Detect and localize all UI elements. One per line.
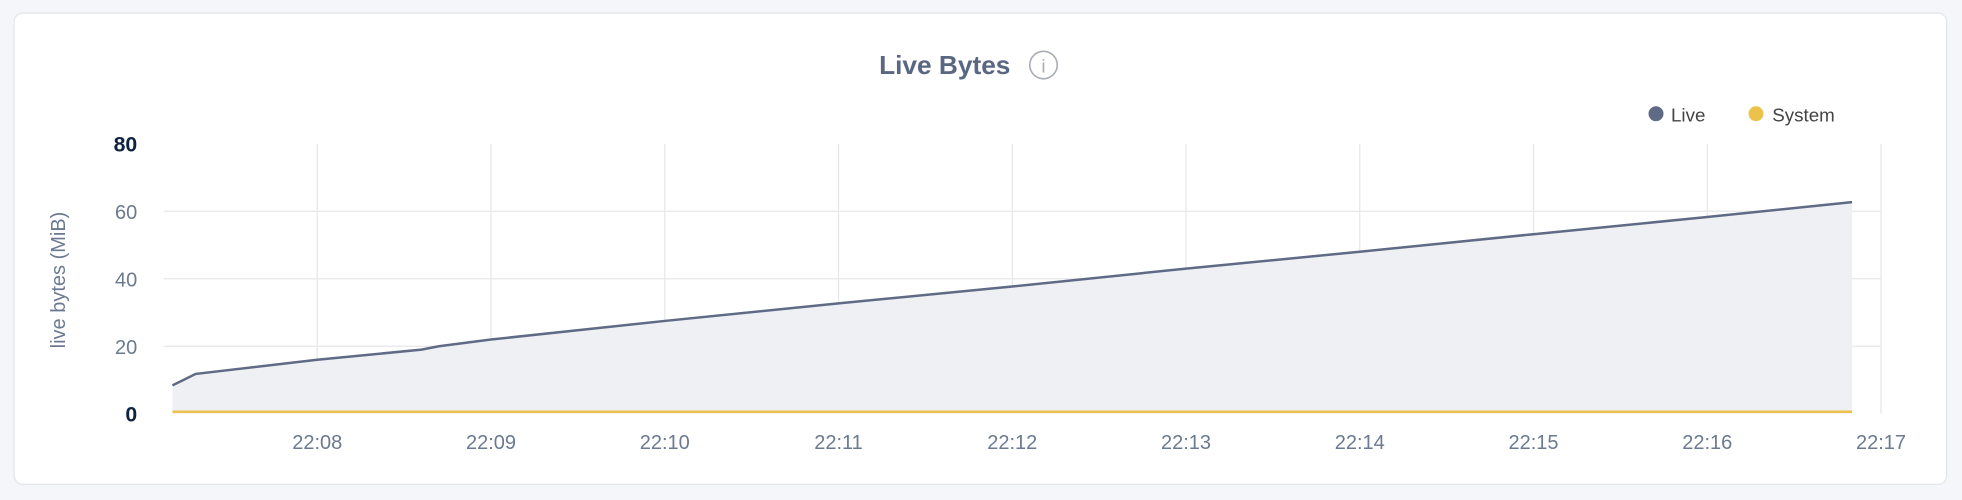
info-circle-icon[interactable]: i [1028,50,1059,80]
y-tick-label: 60 [115,202,137,224]
live-area [172,202,1853,414]
x-tick-label: 22:17 [1856,432,1906,454]
x-tick-label: 22:11 [814,432,863,454]
y-tick-label: 80 [114,132,138,156]
chart-legend: Live System [1648,104,1835,125]
x-tick-label: 22:09 [466,432,516,454]
y-axis-label: live bytes (MiB) [48,212,70,349]
legend-system-marker [1748,106,1764,122]
x-tick-label: 22:15 [1508,432,1558,454]
x-tick-label: 22:14 [1335,432,1385,454]
y-tick-label: 0 [125,402,137,426]
x-tick-label: 22:10 [640,432,690,454]
y-tick-label: 40 [115,269,137,291]
x-tick-label: 22:12 [987,432,1037,454]
legend-live-marker [1648,106,1664,122]
live-line [171,200,1853,387]
x-tick-label: 22:16 [1682,432,1732,454]
chart-title: Live Bytes [879,50,1010,80]
x-tick-label: 22:13 [1161,432,1211,454]
legend-live-label: Live [1671,104,1705,125]
x-tick-label: 22:08 [292,432,342,454]
legend-system-label: System [1772,104,1835,125]
svg-text:i: i [1041,56,1045,77]
y-tick-label: 20 [115,337,137,359]
